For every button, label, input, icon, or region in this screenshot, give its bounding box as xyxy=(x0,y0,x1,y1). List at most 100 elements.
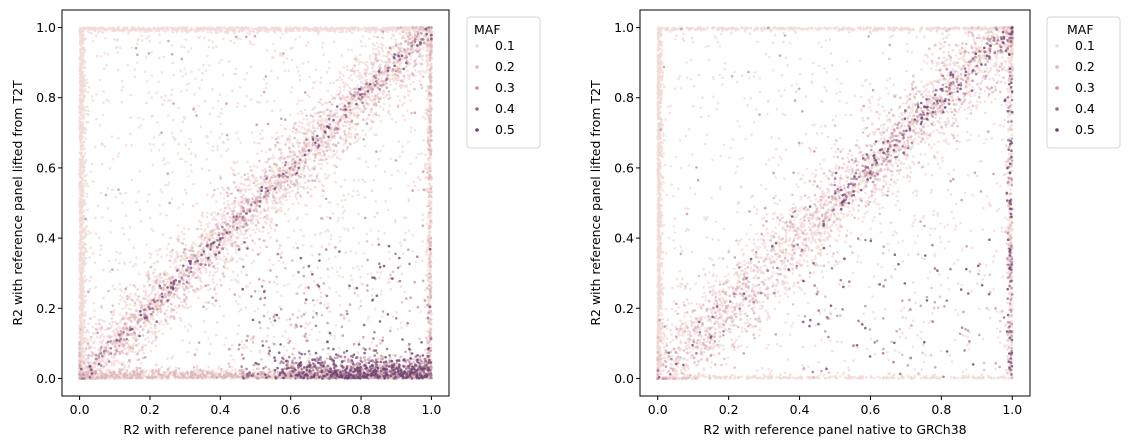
scatter-point xyxy=(364,118,368,122)
scatter-point xyxy=(354,55,357,59)
scatter-point xyxy=(198,250,201,254)
scatter-point xyxy=(82,305,86,309)
scatter-point xyxy=(329,29,333,33)
scatter-point xyxy=(222,196,226,200)
scatter-point xyxy=(282,261,285,264)
scatter-point xyxy=(359,40,363,43)
scatter-point xyxy=(291,130,295,134)
scatter-point xyxy=(230,167,233,170)
scatter-point xyxy=(391,29,394,32)
scatter-point xyxy=(338,294,341,297)
scatter-point xyxy=(243,183,246,186)
scatter-point xyxy=(336,26,339,30)
scatter-point xyxy=(317,180,321,183)
scatter-point xyxy=(402,26,406,29)
scatter-point xyxy=(397,140,401,143)
scatter-point xyxy=(369,110,373,113)
scatter-point xyxy=(150,330,154,333)
scatter-point xyxy=(290,58,294,62)
scatter-point xyxy=(183,67,186,71)
scatter-point xyxy=(261,129,264,132)
scatter-point xyxy=(377,53,381,56)
scatter-point xyxy=(373,44,376,47)
scatter-point xyxy=(93,261,97,265)
scatter-point xyxy=(209,342,212,346)
scatter-point xyxy=(285,30,288,34)
scatter-point xyxy=(308,75,311,78)
scatter-point xyxy=(81,214,85,218)
scatter-point xyxy=(78,168,82,172)
scatter-point xyxy=(256,152,259,155)
scatter-point xyxy=(319,148,323,151)
scatter-point xyxy=(80,248,83,252)
scatter-point xyxy=(146,27,150,30)
scatter-point xyxy=(363,68,367,72)
scatter-point xyxy=(142,118,145,121)
scatter-point xyxy=(130,144,133,147)
scatter-point xyxy=(266,209,270,212)
scatter-point xyxy=(249,65,253,69)
scatter-point xyxy=(300,131,303,135)
scatter-point xyxy=(82,112,86,116)
scatter-point xyxy=(81,299,84,302)
scatter-point xyxy=(391,315,395,319)
scatter-point xyxy=(85,278,88,282)
scatter-point xyxy=(213,244,217,247)
scatter-point xyxy=(189,163,193,167)
scatter-point xyxy=(237,137,240,141)
scatter-point xyxy=(139,124,143,127)
scatter-point xyxy=(129,292,132,296)
scatter-point xyxy=(184,243,188,247)
scatter-point xyxy=(84,137,87,141)
scatter-point xyxy=(406,140,410,144)
scatter-point xyxy=(422,139,425,142)
scatter-point xyxy=(86,338,89,341)
scatter-point xyxy=(424,89,428,93)
scatter-point xyxy=(113,38,116,41)
scatter-point xyxy=(377,45,380,49)
scatter-point xyxy=(223,26,226,30)
scatter-point xyxy=(98,123,102,127)
scatter-point xyxy=(355,99,358,102)
scatter-point xyxy=(237,30,240,33)
scatter-point xyxy=(331,212,335,215)
scatter-point xyxy=(250,27,254,31)
scatter-point xyxy=(343,96,347,99)
scatter-point xyxy=(220,132,224,136)
scatter-point xyxy=(167,242,170,246)
scatter-point xyxy=(327,229,331,233)
scatter-point xyxy=(328,66,331,70)
scatter-point xyxy=(387,109,391,112)
scatter-point xyxy=(276,290,279,294)
scatter-point xyxy=(170,236,173,240)
scatter-point xyxy=(180,45,183,48)
scatter-point xyxy=(180,90,183,93)
scatter-point xyxy=(219,192,223,195)
scatter-point xyxy=(341,205,345,209)
scatter-point xyxy=(209,181,212,185)
scatter-point xyxy=(355,251,358,255)
scatter-point xyxy=(118,252,122,255)
scatter-point xyxy=(270,220,273,223)
scatter-point xyxy=(393,88,397,91)
scatter-point xyxy=(419,310,423,313)
scatter-point xyxy=(347,48,351,52)
scatter-point xyxy=(412,180,416,184)
scatter-point xyxy=(301,62,305,65)
scatter-point xyxy=(79,137,82,141)
scatter-point xyxy=(85,173,88,177)
scatter-point xyxy=(80,28,84,32)
scatter-point xyxy=(99,55,103,58)
scatter-point xyxy=(369,272,373,276)
scatter-point xyxy=(269,236,272,239)
scatter-point xyxy=(95,93,98,96)
scatter-point xyxy=(356,350,360,354)
scatter-point xyxy=(149,216,152,220)
scatter-point xyxy=(171,355,175,358)
scatter-point xyxy=(273,49,277,52)
scatter-point xyxy=(94,232,98,235)
scatter-point xyxy=(255,165,258,169)
scatter-point xyxy=(222,255,226,258)
scatter-point xyxy=(166,161,170,165)
scatter-point xyxy=(180,30,184,33)
